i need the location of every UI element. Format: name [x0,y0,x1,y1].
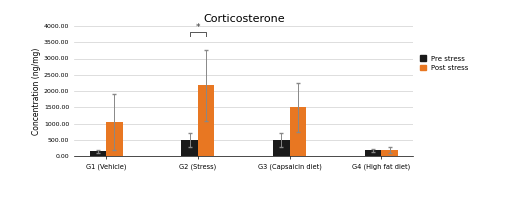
Bar [90,151,106,156]
Bar [290,107,306,156]
Legend: Pre stress, Post stress: Pre stress, Post stress [420,55,469,71]
Y-axis label: Concentration (ng/mg): Concentration (ng/mg) [32,47,41,135]
Bar [106,122,122,156]
Bar [273,140,290,156]
Bar [181,140,198,156]
Bar [198,85,215,156]
Text: *: * [196,23,200,32]
Title: Corticosterone: Corticosterone [203,14,285,24]
Bar [382,150,398,156]
Bar [365,150,382,156]
